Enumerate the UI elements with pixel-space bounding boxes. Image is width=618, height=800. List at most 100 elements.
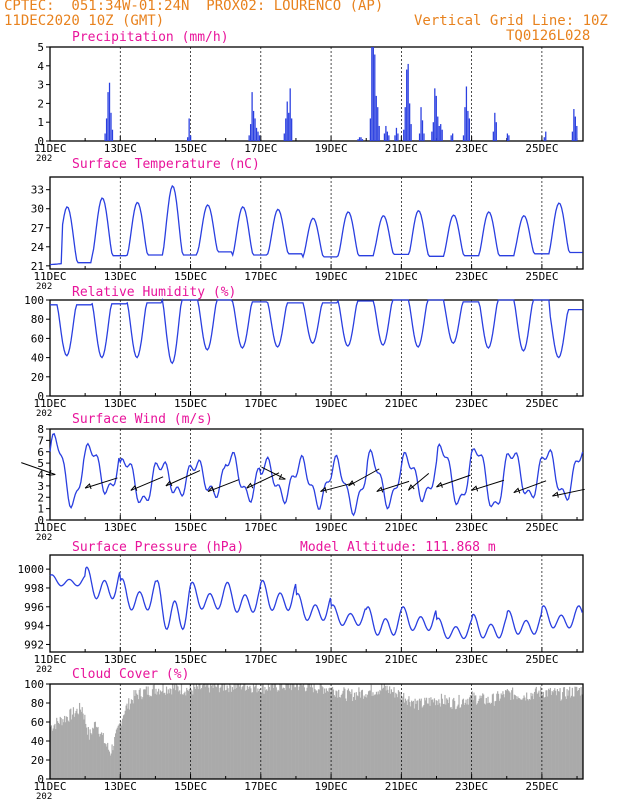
y-tick-label-3: 1 xyxy=(37,503,44,516)
cloud-cover-bar xyxy=(554,688,556,779)
cloud-cover-bar xyxy=(431,699,433,779)
cloud-cover-bar xyxy=(570,697,572,779)
cloud-cover-bar xyxy=(505,690,507,779)
cloud-cover-bar xyxy=(449,707,451,779)
cloud-cover-bar xyxy=(353,696,355,779)
cloud-cover-bar xyxy=(61,725,63,779)
cloud-cover-bar xyxy=(481,695,483,779)
cloud-cover-bar xyxy=(65,716,67,779)
cloud-cover-bar xyxy=(510,699,512,779)
cloud-cover-bar xyxy=(329,687,331,779)
cloud-cover-bar xyxy=(187,691,190,779)
cloud-cover-bar xyxy=(143,689,145,779)
x-tick-label-2: 15DEC xyxy=(174,397,207,410)
cloud-cover-bar xyxy=(454,700,456,779)
cloud-cover-bar xyxy=(276,691,278,779)
cloud-cover-bar xyxy=(338,697,341,779)
cloud-cover-bar xyxy=(148,695,150,779)
cloud-cover-bar xyxy=(90,733,92,779)
cloud-cover-bar xyxy=(483,694,485,779)
cloud-cover-bar xyxy=(191,690,193,779)
cloud-cover-bar xyxy=(261,684,263,779)
cloud-cover-bar xyxy=(262,684,264,779)
cloud-cover-bar xyxy=(435,700,437,779)
cloud-cover-bar xyxy=(511,690,513,779)
cloud-cover-bar xyxy=(254,686,256,779)
wind-vector-arrow xyxy=(246,472,280,489)
cloud-cover-bar xyxy=(91,734,93,779)
cloud-cover-bar xyxy=(66,716,68,779)
cloud-cover-bar xyxy=(528,698,530,779)
cloud-cover-bar xyxy=(127,708,129,779)
cloud-cover-bar xyxy=(73,716,75,779)
cloud-cover-bar xyxy=(145,686,147,779)
precip-bar xyxy=(441,129,443,141)
cloud-cover-bar xyxy=(248,687,250,779)
plot-frame-4 xyxy=(49,554,584,653)
cloud-cover-bar xyxy=(242,686,244,779)
x-tick-label-4: 15DEC xyxy=(174,653,207,666)
cloud-cover-bar xyxy=(270,685,272,779)
precip-bar xyxy=(252,110,255,141)
cloud-cover-bar xyxy=(96,727,98,779)
cloud-cover-bar xyxy=(395,692,397,779)
x-year-label-1: 202 xyxy=(36,282,52,292)
cloud-cover-bar xyxy=(411,701,414,779)
y-tick-label-4: 998 xyxy=(24,582,44,595)
x-tick-label-2: 17DEC xyxy=(244,397,277,410)
cloud-cover-bar xyxy=(396,694,398,779)
cloud-cover-bar xyxy=(558,691,560,779)
cloud-cover-bar xyxy=(168,693,170,779)
x-tick-label-3: 11DEC xyxy=(33,521,66,534)
x-tick-label-1: 25DEC xyxy=(525,270,558,283)
cloud-cover-bar xyxy=(54,723,56,779)
cloud-cover-bar xyxy=(111,744,113,779)
cloud-cover-bar xyxy=(138,689,140,779)
cloud-cover-bar xyxy=(149,696,151,779)
cloud-cover-bar xyxy=(165,694,167,779)
precip-bar xyxy=(371,47,373,141)
cloud-cover-bar xyxy=(565,699,567,779)
wind-vector-arrow xyxy=(436,474,471,488)
cloud-cover-bar xyxy=(266,690,269,779)
cloud-cover-bar xyxy=(318,689,320,779)
cloud-cover-bar xyxy=(490,704,492,779)
x-tick-label-3: 17DEC xyxy=(244,521,277,534)
cloud-cover-bar xyxy=(172,684,174,779)
cloud-cover-bar xyxy=(238,686,241,779)
cloud-cover-bar xyxy=(378,694,380,779)
cloud-cover-bar xyxy=(564,696,566,779)
cloud-cover-bar xyxy=(299,684,301,779)
cloud-cover-bar xyxy=(372,692,374,779)
cloud-cover-bar xyxy=(237,684,240,779)
cloud-cover-bar xyxy=(331,686,334,779)
cloud-cover-bar xyxy=(159,690,161,779)
precip-bar xyxy=(283,133,285,141)
precip-bar xyxy=(407,63,409,141)
cloud-cover-bar xyxy=(522,698,524,779)
wind-vector-arrowhead xyxy=(376,486,384,493)
cloud-cover-bar xyxy=(141,699,143,779)
cloud-cover-bar xyxy=(118,724,120,779)
cloud-cover-bar xyxy=(577,690,580,779)
plot-frame-0 xyxy=(49,46,584,142)
y-tick-label-4: 994 xyxy=(24,620,44,633)
precip-bar xyxy=(420,107,422,141)
cloud-cover-bar xyxy=(335,690,337,779)
cloud-cover-bar xyxy=(488,703,490,779)
cloud-cover-bar xyxy=(562,687,565,779)
cloud-cover-bar xyxy=(93,728,95,779)
precip-bar xyxy=(104,133,106,141)
wind-vector-arrowhead xyxy=(130,484,138,491)
cloud-cover-bar xyxy=(483,703,486,779)
cloud-cover-bar xyxy=(385,690,387,779)
cloud-cover-bar xyxy=(349,691,351,779)
cloud-cover-bar xyxy=(306,687,308,779)
cloud-cover-bar xyxy=(99,736,101,779)
cloud-cover-bar xyxy=(196,686,198,779)
cloud-cover-bar xyxy=(216,684,219,779)
cloud-cover-bar xyxy=(62,719,64,779)
cloud-cover-bar xyxy=(309,684,311,779)
precip-bar xyxy=(375,95,377,141)
